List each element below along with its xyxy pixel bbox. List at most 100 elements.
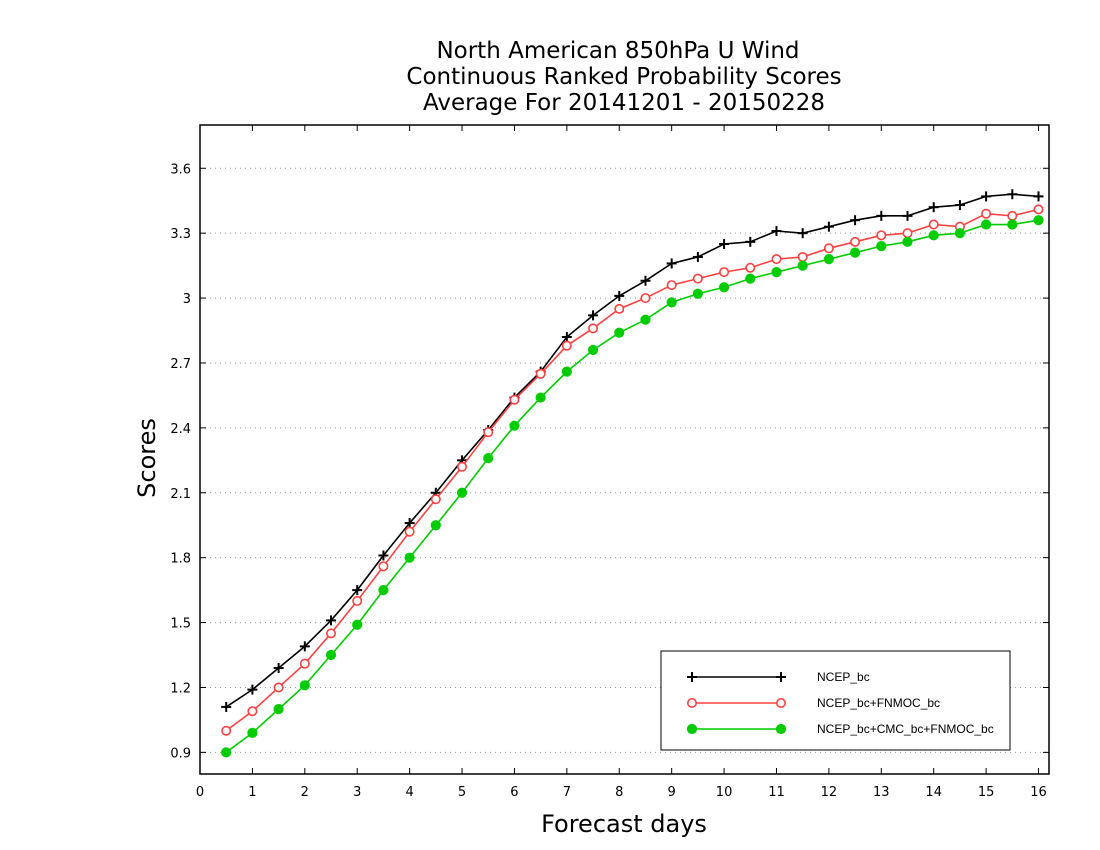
chart-title-line-3: Average For 20141201 - 20150228 — [423, 90, 825, 116]
data-point — [745, 236, 756, 247]
x-tick-label: 2 — [301, 785, 309, 800]
data-point — [823, 221, 834, 232]
x-axis-ticks: 0 1 2 3 4 5 6 7 8 9 10 11 12 13 14 15 16 — [196, 125, 1047, 800]
data-point — [692, 251, 703, 262]
data-point — [771, 254, 782, 265]
legend-label: NCEP_bc+FNMOC_bc — [817, 696, 940, 710]
y-tick-label: 3.6 — [170, 162, 191, 177]
y-axis-label: Scores — [133, 418, 161, 498]
data-point — [378, 550, 389, 561]
y-tick-label: 3 — [183, 292, 191, 307]
data-point — [719, 267, 730, 278]
data-point — [325, 649, 337, 661]
data-point — [823, 243, 834, 254]
data-point — [797, 260, 808, 271]
x-axis-label: Forecast days — [541, 810, 707, 838]
data-point — [666, 297, 677, 308]
y-tick-label: 2.4 — [170, 422, 191, 437]
data-point — [1007, 219, 1018, 230]
legend-entry-2: NCEP_bc+FNMOC_bc — [686, 696, 940, 710]
data-point — [614, 303, 625, 314]
data-point — [509, 420, 520, 431]
series-1 — [221, 189, 1044, 712]
data-point — [666, 280, 677, 291]
x-tick-label: 11 — [768, 785, 785, 800]
plot-frame — [199, 124, 1050, 775]
data-point — [221, 725, 232, 736]
data-point — [797, 228, 808, 239]
data-point — [1033, 204, 1044, 215]
y-tick-label: 1.8 — [170, 552, 191, 567]
y-tick-label: 2.1 — [170, 487, 191, 502]
x-tick-label: 4 — [405, 785, 413, 800]
data-point — [535, 392, 546, 403]
data-point — [954, 200, 965, 211]
data-point — [509, 394, 520, 405]
data-point — [928, 219, 939, 230]
legend-marker — [776, 672, 786, 682]
data-point — [954, 228, 966, 239]
data-point — [404, 518, 415, 529]
y-tick-label: 2.7 — [170, 357, 191, 372]
data-point — [247, 727, 258, 738]
x-tick-label: 3 — [353, 785, 361, 800]
legend-label: NCEP_bc — [817, 670, 870, 684]
series-lines — [221, 189, 1044, 758]
y-tick-label: 1.5 — [170, 617, 191, 632]
legend: NCEP_bc NCEP_bc+FNMOC_bc NCEP_bc+CMC_bc+FN… — [660, 650, 1011, 751]
data-point — [850, 215, 861, 226]
data-point — [640, 314, 651, 325]
data-point — [221, 701, 232, 712]
data-point — [666, 258, 677, 269]
data-point — [928, 202, 939, 213]
x-tick-label: 15 — [978, 785, 995, 800]
data-point — [797, 251, 808, 262]
x-tick-label: 7 — [563, 785, 571, 800]
data-point — [981, 219, 992, 230]
data-point — [561, 332, 572, 343]
data-point — [928, 230, 939, 241]
y-tick-label: 1.2 — [170, 681, 191, 696]
x-tick-label: 13 — [873, 785, 890, 800]
data-point — [326, 615, 337, 626]
data-point — [1007, 210, 1018, 221]
x-tick-label: 16 — [1030, 785, 1047, 800]
legend-marker — [686, 697, 697, 708]
x-tick-label: 14 — [925, 785, 942, 800]
data-point — [299, 658, 310, 669]
data-point — [771, 267, 782, 278]
data-point — [718, 282, 730, 293]
x-tick-label: 8 — [615, 785, 623, 800]
data-point — [299, 680, 310, 691]
data-point — [430, 520, 441, 531]
legend-label: NCEP_bc+CMC_bc+FNMOC_bc — [817, 722, 994, 736]
data-point — [273, 662, 284, 673]
data-point — [378, 585, 389, 596]
data-point — [588, 323, 599, 334]
data-point — [902, 236, 913, 247]
x-tick-label: 0 — [196, 785, 204, 800]
data-point — [1033, 191, 1044, 202]
chart-title-line-2: Continuous Ranked Probability Scores — [406, 64, 841, 90]
data-point — [326, 628, 337, 639]
legend-box — [660, 650, 1011, 751]
data-point — [483, 427, 494, 438]
data-point — [247, 706, 258, 717]
data-point — [352, 619, 363, 630]
data-point — [430, 494, 441, 505]
legend-entry-3: NCEP_bc+CMC_bc+FNMOC_bc — [686, 722, 994, 736]
data-point — [981, 191, 992, 202]
legend-marker — [686, 723, 698, 735]
data-point — [614, 327, 625, 338]
series-line — [225, 193, 1039, 708]
data-point — [981, 208, 992, 219]
data-point — [640, 275, 651, 286]
data-point — [299, 641, 310, 652]
data-point — [352, 585, 363, 596]
x-tick-label: 1 — [248, 785, 256, 800]
data-point — [273, 682, 284, 693]
data-point — [876, 230, 887, 241]
data-point — [771, 226, 782, 237]
y-tick-label: 3.3 — [170, 227, 191, 242]
x-tick-label: 5 — [458, 785, 466, 800]
